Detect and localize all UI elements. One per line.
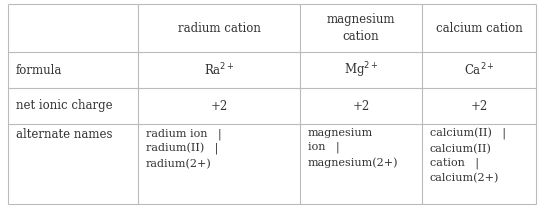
Text: magnesium
ion   |
magnesium(2+): magnesium ion | magnesium(2+) (308, 128, 399, 167)
Text: radium ion   |
radium(II)   |
radium(2+): radium ion | radium(II) | radium(2+) (146, 128, 221, 170)
Text: Ra$^{2+}$: Ra$^{2+}$ (203, 62, 234, 78)
Text: calcium(II)   |
calcium(II)
cation   |
calcium(2+): calcium(II) | calcium(II) cation | calci… (430, 128, 506, 183)
Text: +2: +2 (211, 99, 227, 113)
Text: +2: +2 (471, 99, 487, 113)
Text: Mg$^{2+}$: Mg$^{2+}$ (344, 60, 378, 80)
Text: alternate names: alternate names (16, 128, 113, 141)
Text: Ca$^{2+}$: Ca$^{2+}$ (463, 62, 494, 78)
Text: formula: formula (16, 63, 63, 77)
Text: magnesium
cation: magnesium cation (327, 14, 395, 42)
Text: radium cation: radium cation (177, 21, 261, 35)
Text: calcium cation: calcium cation (436, 21, 522, 35)
Text: +2: +2 (353, 99, 369, 113)
Text: net ionic charge: net ionic charge (16, 99, 113, 113)
